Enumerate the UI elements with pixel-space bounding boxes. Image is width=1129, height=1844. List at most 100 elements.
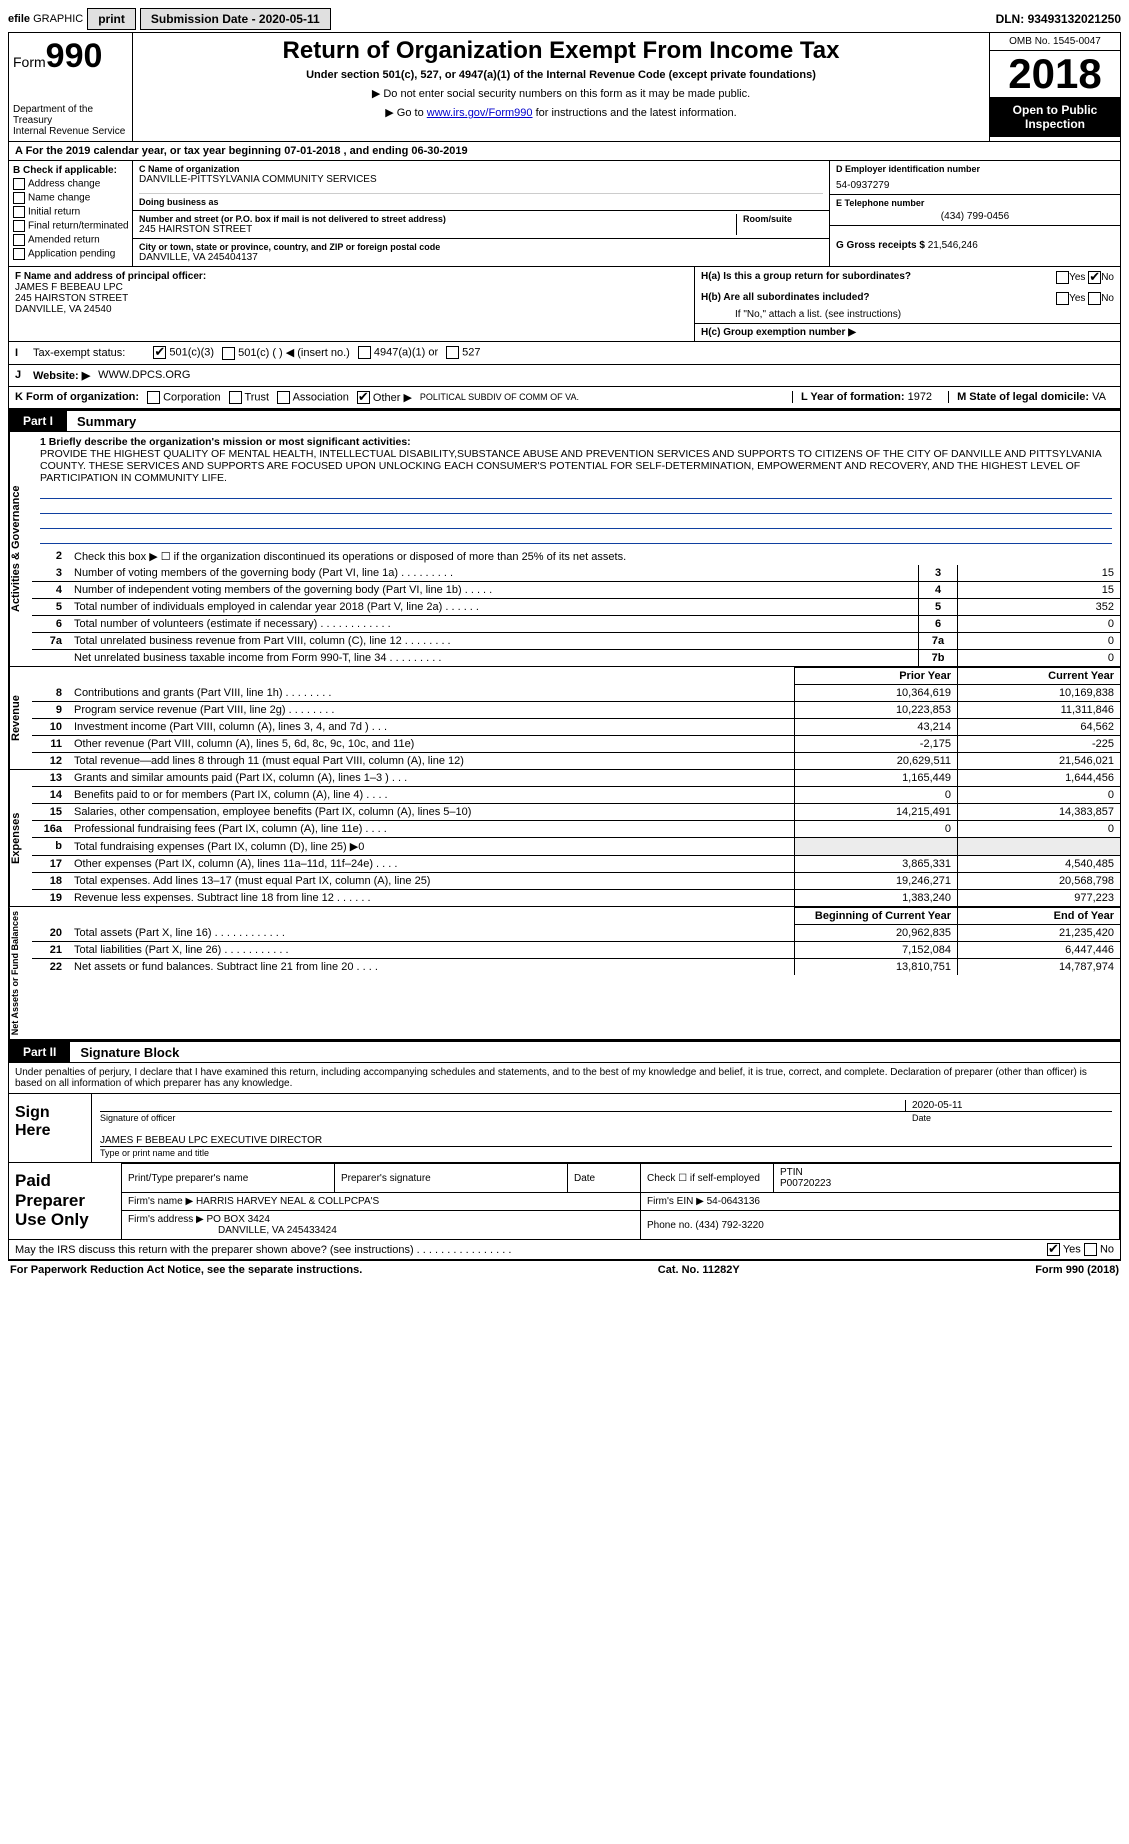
part-2-tab: Part II: [9, 1042, 70, 1062]
sign-here-label: Sign Here: [9, 1094, 92, 1162]
firm-addr1: PO BOX 3424: [207, 1214, 270, 1225]
line-4: Number of independent voting members of …: [68, 582, 919, 599]
print-button[interactable]: print: [87, 8, 136, 30]
hdr-prior: Prior Year: [795, 668, 958, 685]
goto-note: Go to www.irs.gov/Form990 for instructio…: [137, 106, 985, 119]
firm-ein: 54-0643136: [707, 1196, 760, 1207]
dln: DLN: 93493132021250: [996, 12, 1121, 26]
hb-yes[interactable]: [1056, 292, 1069, 305]
vlabel-rev: Revenue: [9, 667, 32, 769]
cb-501c[interactable]: [222, 347, 235, 360]
col-c-org: C Name of organization DANVILLE-PITTSYLV…: [133, 161, 829, 266]
firm-phone: (434) 792-3220: [695, 1220, 763, 1231]
form-header: Form990 Department of the Treasury Inter…: [8, 32, 1121, 142]
cb-app-pending[interactable]: Application pending: [13, 248, 128, 260]
sign-here-body: 2020-05-11 Signature of officerDate JAME…: [92, 1094, 1120, 1162]
state-domicile: VA: [1092, 391, 1106, 403]
cb-other[interactable]: [357, 391, 370, 404]
hdr-current: Current Year: [958, 668, 1121, 685]
gross-receipts: 21,546,246: [928, 240, 978, 251]
line-13: Grants and similar amounts paid (Part IX…: [68, 770, 795, 787]
tax-year: 2018: [990, 51, 1120, 97]
discuss-no[interactable]: [1084, 1243, 1097, 1256]
section-netassets: Net Assets or Fund Balances Beginning of…: [8, 907, 1121, 1040]
line-10: Investment income (Part VIII, column (A)…: [68, 719, 795, 736]
cb-trust[interactable]: [229, 391, 242, 404]
submission-date: Submission Date - 2020-05-11: [140, 8, 331, 30]
form-number: Form990: [13, 37, 128, 76]
line-7b: Net unrelated business taxable income fr…: [68, 650, 919, 667]
line-3: Number of voting members of the governin…: [68, 565, 919, 582]
perjury-text: Under penalties of perjury, I declare th…: [9, 1063, 1120, 1093]
row-j: J Website: ▶ WWW.DPCS.ORG: [8, 365, 1121, 387]
cb-final-return[interactable]: Final return/terminated: [13, 220, 128, 232]
cb-corp[interactable]: [147, 391, 160, 404]
vlabel-ag: Activities & Governance: [9, 432, 32, 666]
part-1-header: Part I Summary: [8, 409, 1121, 432]
org-name-cell: C Name of organization DANVILLE-PITTSYLV…: [133, 161, 829, 211]
efile-label: efile GRAPHIC: [8, 13, 83, 25]
hc-label: H(c) Group exemption number ▶: [701, 327, 856, 338]
cb-name-change[interactable]: Name change: [13, 192, 128, 204]
hdr-end: End of Year: [958, 908, 1121, 925]
part-1-tab: Part I: [9, 411, 67, 431]
discuss-yes[interactable]: [1047, 1243, 1060, 1256]
tax-status-label: Tax-exempt status:: [33, 347, 125, 359]
line-15: Salaries, other compensation, employee b…: [68, 804, 795, 821]
row-a-period: A For the 2019 calendar year, or tax yea…: [8, 142, 1121, 161]
cb-4947[interactable]: [358, 346, 371, 359]
ein: 54-0937279: [836, 180, 1114, 191]
hb-note: If "No," attach a list. (see instruction…: [695, 309, 1120, 323]
cb-address-change[interactable]: Address change: [13, 178, 128, 190]
line-5: Total number of individuals employed in …: [68, 599, 919, 616]
line-11: Other revenue (Part VIII, column (A), li…: [68, 736, 795, 753]
line-8: Contributions and grants (Part VIII, lin…: [68, 685, 795, 702]
dept-treasury: Department of the Treasury: [13, 104, 128, 126]
section-ag: Activities & Governance 1 Briefly descri…: [8, 432, 1121, 667]
line-16b: Total fundraising expenses (Part IX, col…: [68, 838, 795, 856]
header-mid: Return of Organization Exempt From Incom…: [133, 33, 989, 141]
gross-cell: G Gross receipts $ 21,546,246: [830, 226, 1120, 254]
h-cell: H(a) Is this a group return for subordin…: [694, 267, 1120, 341]
cat-no: Cat. No. 11282Y: [658, 1264, 740, 1276]
discuss-row: May the IRS discuss this return with the…: [8, 1240, 1121, 1260]
header-right: OMB No. 1545-0047 2018 Open to Public In…: [989, 33, 1120, 141]
org-city: DANVILLE, VA 245404137: [139, 252, 823, 263]
col-b-title: B Check if applicable:: [13, 165, 128, 176]
line-19: Revenue less expenses. Subtract line 18 …: [68, 890, 795, 907]
cb-amended[interactable]: Amended return: [13, 234, 128, 246]
form-org-label: K Form of organization:: [15, 391, 139, 403]
hb-no[interactable]: [1088, 292, 1101, 305]
line-16a: Professional fundraising fees (Part IX, …: [68, 821, 795, 838]
mission-q: 1 Briefly describe the organization's mi…: [40, 436, 411, 448]
cb-initial-return[interactable]: Initial return: [13, 206, 128, 218]
col-b-checkboxes: B Check if applicable: Address change Na…: [9, 161, 133, 266]
exp-table: 13Grants and similar amounts paid (Part …: [32, 770, 1120, 906]
ha-no[interactable]: [1088, 271, 1101, 284]
cb-501c3[interactable]: [153, 346, 166, 359]
line-21: Total liabilities (Part X, line 26) . . …: [68, 942, 795, 959]
line-7a: Total unrelated business revenue from Pa…: [68, 633, 919, 650]
header-left: Form990 Department of the Treasury Inter…: [9, 33, 133, 141]
prep-name-label: Print/Type preparer's name: [122, 1164, 335, 1193]
col-deg: D Employer identification number 54-0937…: [829, 161, 1120, 266]
prep-sig-label: Preparer's signature: [335, 1164, 568, 1193]
ag-table: 2Check this box ▶ ☐ if the organization …: [32, 548, 1120, 666]
form-title: Return of Organization Exempt From Incom…: [137, 37, 985, 65]
self-employed[interactable]: Check ☐ if self-employed: [641, 1164, 774, 1193]
phone: (434) 799-0456: [836, 211, 1114, 222]
website-value: WWW.DPCS.ORG: [98, 369, 190, 381]
ha-yes[interactable]: [1056, 271, 1069, 284]
cb-assoc[interactable]: [277, 391, 290, 404]
firm-name: HARRIS HARVEY NEAL & COLLPCPA'S: [196, 1196, 379, 1207]
na-table: Beginning of Current YearEnd of Year 20T…: [32, 907, 1120, 975]
irs-link[interactable]: www.irs.gov/Form990: [427, 107, 533, 119]
mission-box: 1 Briefly describe the organization's mi…: [32, 432, 1120, 548]
cb-527[interactable]: [446, 346, 459, 359]
line-20: Total assets (Part X, line 16) . . . . .…: [68, 925, 795, 942]
irs-label: Internal Revenue Service: [13, 126, 128, 137]
signature-block: Under penalties of perjury, I declare th…: [8, 1063, 1121, 1240]
row-i: I Tax-exempt status: 501(c)(3) 501(c) ( …: [8, 342, 1121, 365]
pra-notice: For Paperwork Reduction Act Notice, see …: [10, 1264, 362, 1276]
part-2-title: Signature Block: [70, 1045, 179, 1060]
